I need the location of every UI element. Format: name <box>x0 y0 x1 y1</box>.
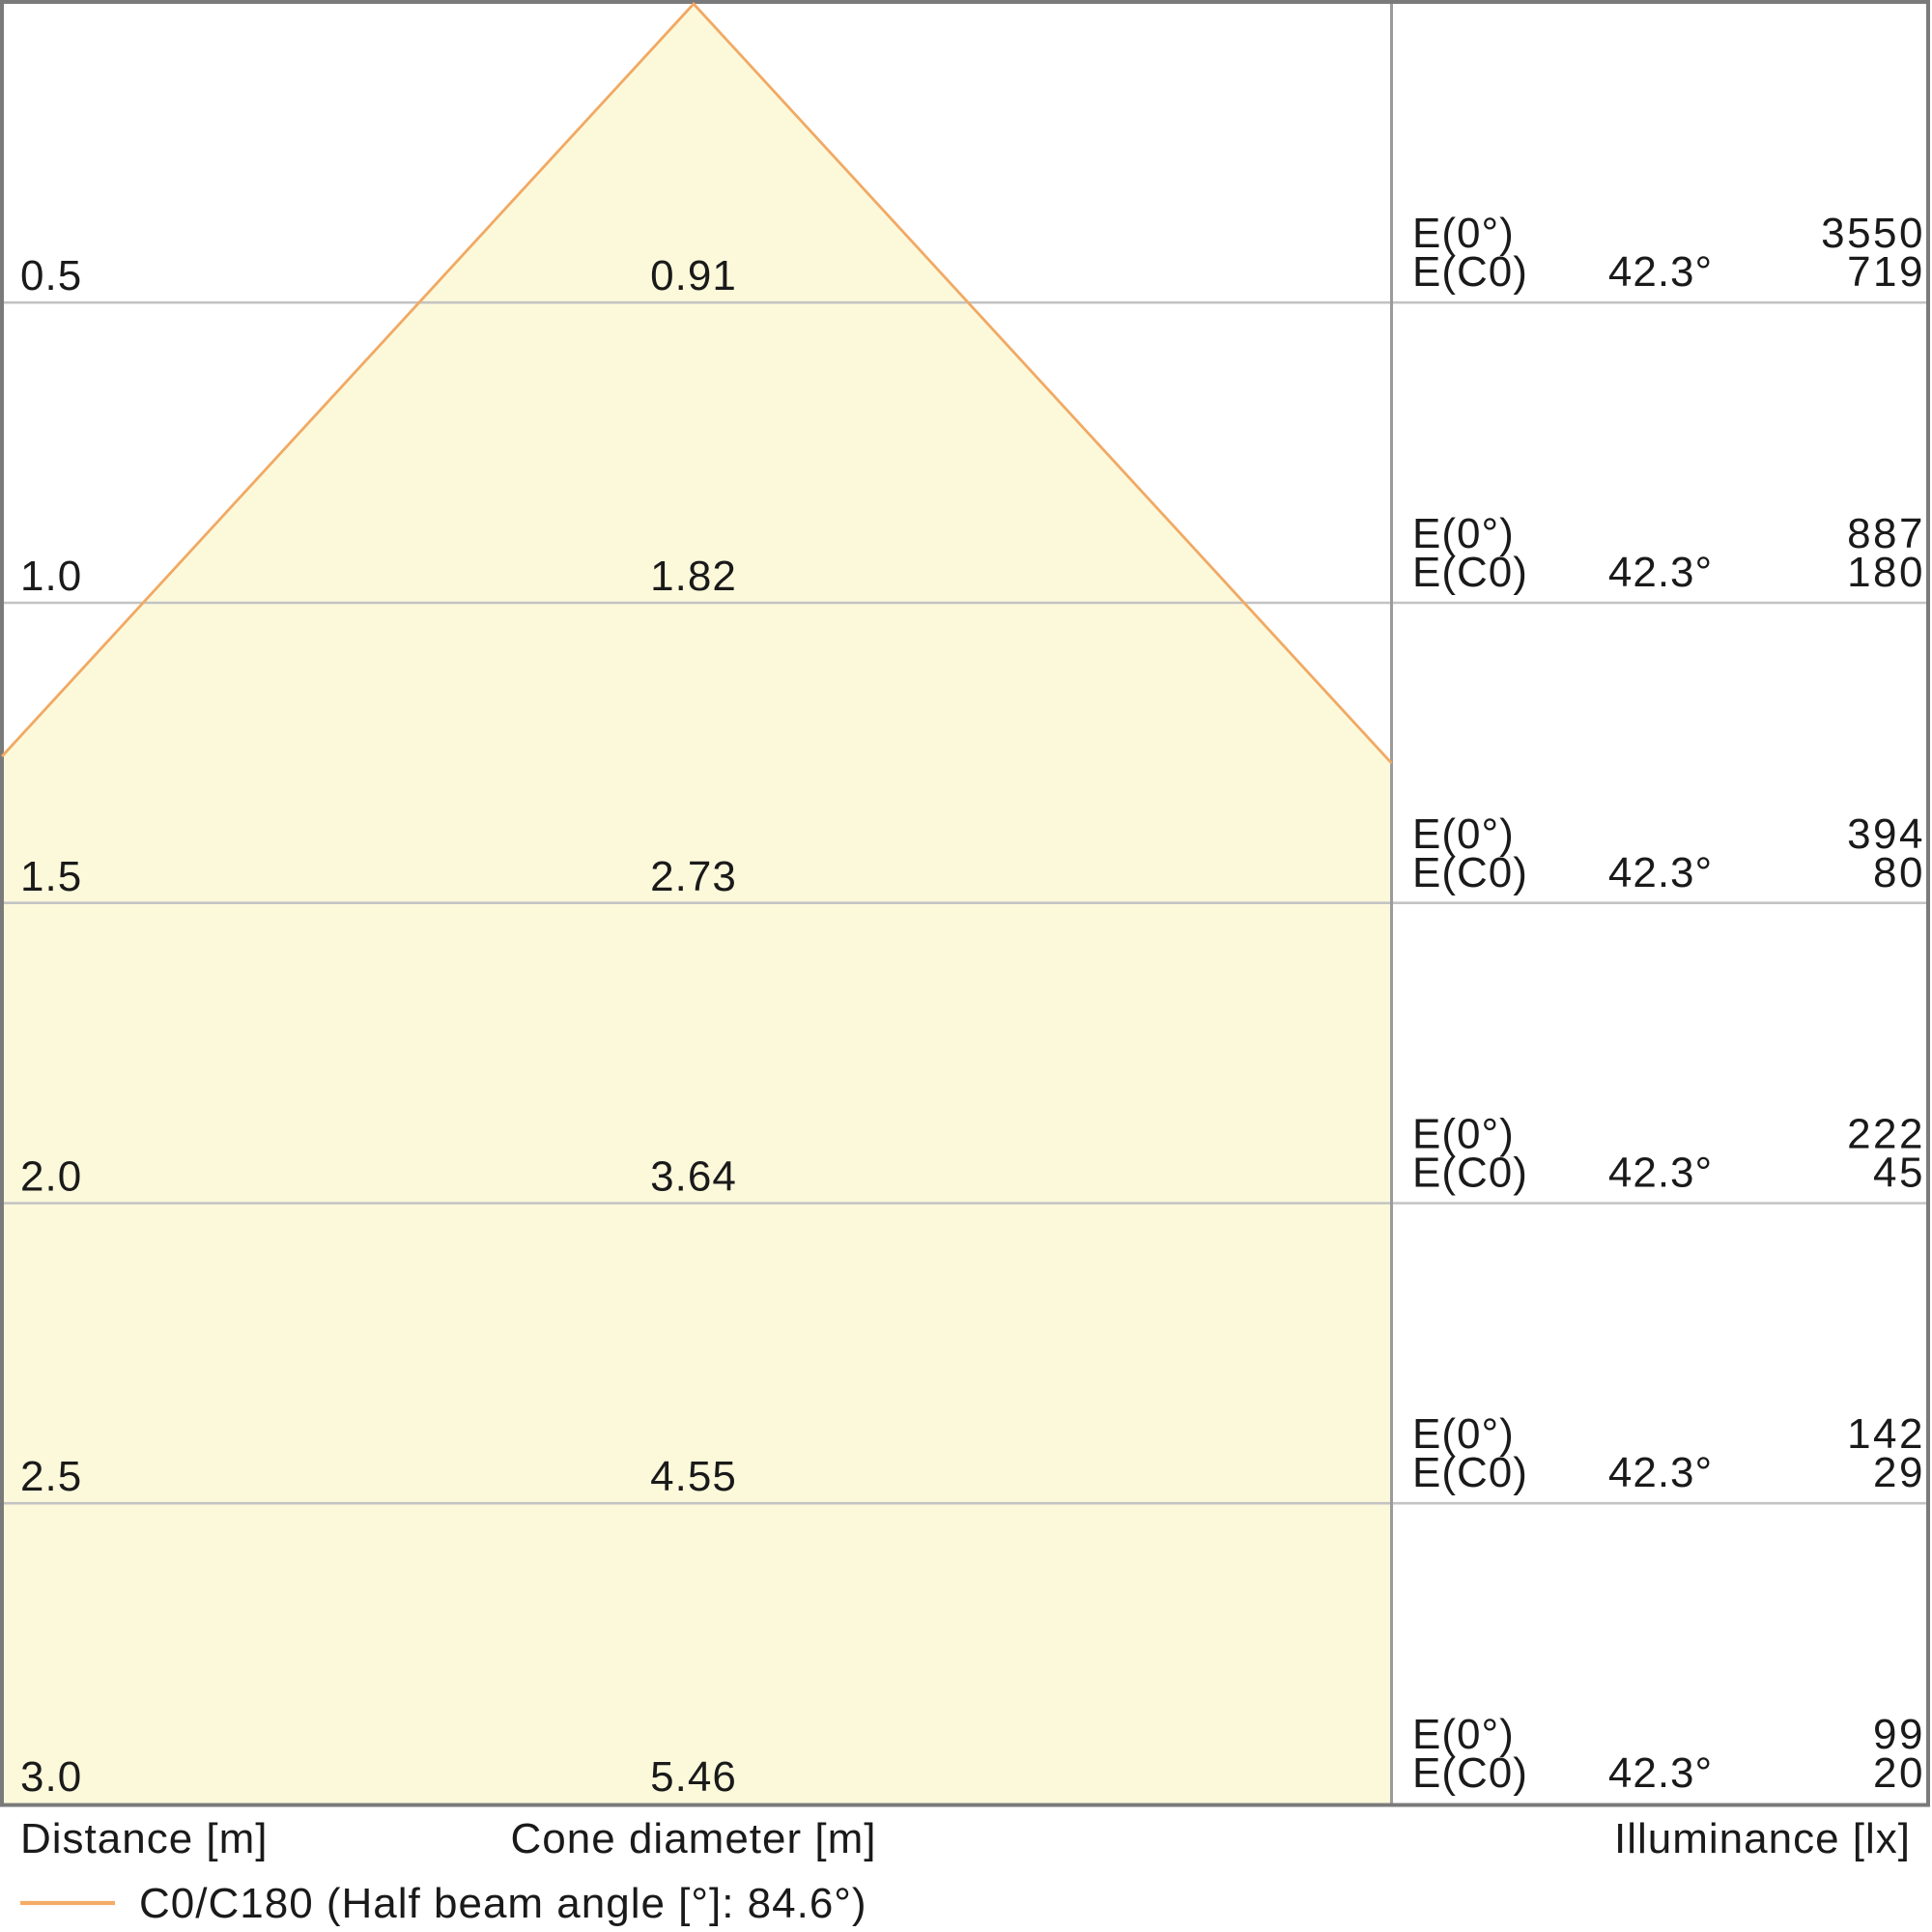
svg-text:0.91: 0.91 <box>650 252 737 299</box>
svg-text:80: 80 <box>1873 849 1925 896</box>
svg-text:E(C0): E(C0) <box>1412 549 1528 596</box>
svg-text:E(C0): E(C0) <box>1412 1749 1528 1797</box>
svg-text:42.3°: 42.3° <box>1608 1449 1713 1496</box>
svg-text:C0/C180 (Half beam angle [°]:: C0/C180 (Half beam angle [°]: 84.6°) <box>139 1880 867 1927</box>
svg-text:Distance [m]: Distance [m] <box>20 1815 269 1862</box>
svg-text:2.0: 2.0 <box>20 1153 82 1201</box>
svg-text:1.0: 1.0 <box>20 553 82 600</box>
svg-text:E(0°): E(0°) <box>1412 810 1515 858</box>
svg-text:E(C0): E(C0) <box>1412 248 1528 296</box>
svg-text:222: 222 <box>1847 1111 1925 1158</box>
svg-text:E(C0): E(C0) <box>1412 1449 1528 1496</box>
svg-text:180: 180 <box>1847 549 1925 596</box>
svg-text:42.3°: 42.3° <box>1608 1749 1713 1797</box>
svg-text:29: 29 <box>1873 1449 1925 1496</box>
svg-text:3.0: 3.0 <box>20 1753 82 1801</box>
svg-text:1.5: 1.5 <box>20 853 82 900</box>
svg-text:3.64: 3.64 <box>650 1153 737 1201</box>
svg-text:45: 45 <box>1873 1150 1925 1197</box>
svg-text:42.3°: 42.3° <box>1608 248 1713 296</box>
svg-text:99: 99 <box>1873 1711 1925 1758</box>
svg-text:5.46: 5.46 <box>650 1753 737 1801</box>
svg-text:E(0°): E(0°) <box>1412 1410 1515 1458</box>
svg-text:0.5: 0.5 <box>20 252 82 299</box>
svg-text:Illuminance [lx]: Illuminance [lx] <box>1614 1815 1911 1862</box>
svg-text:E(0°): E(0°) <box>1412 510 1515 557</box>
svg-text:E(0°): E(0°) <box>1412 1111 1515 1158</box>
svg-text:42.3°: 42.3° <box>1608 1150 1713 1197</box>
svg-text:887: 887 <box>1847 510 1925 557</box>
svg-text:2.5: 2.5 <box>20 1453 82 1500</box>
svg-text:42.3°: 42.3° <box>1608 549 1713 596</box>
svg-text:3550: 3550 <box>1821 210 1925 257</box>
svg-text:2.73: 2.73 <box>650 853 737 900</box>
svg-text:Cone diameter [m]: Cone diameter [m] <box>511 1815 877 1862</box>
svg-text:1.82: 1.82 <box>650 553 737 600</box>
svg-text:E(0°): E(0°) <box>1412 210 1515 257</box>
svg-text:142: 142 <box>1847 1410 1925 1458</box>
svg-text:42.3°: 42.3° <box>1608 849 1713 896</box>
svg-text:4.55: 4.55 <box>650 1453 737 1500</box>
svg-text:20: 20 <box>1873 1749 1925 1797</box>
svg-text:719: 719 <box>1847 248 1925 296</box>
svg-text:E(C0): E(C0) <box>1412 849 1528 896</box>
svg-text:394: 394 <box>1847 810 1925 858</box>
svg-text:E(0°): E(0°) <box>1412 1711 1515 1758</box>
svg-text:E(C0): E(C0) <box>1412 1150 1528 1197</box>
